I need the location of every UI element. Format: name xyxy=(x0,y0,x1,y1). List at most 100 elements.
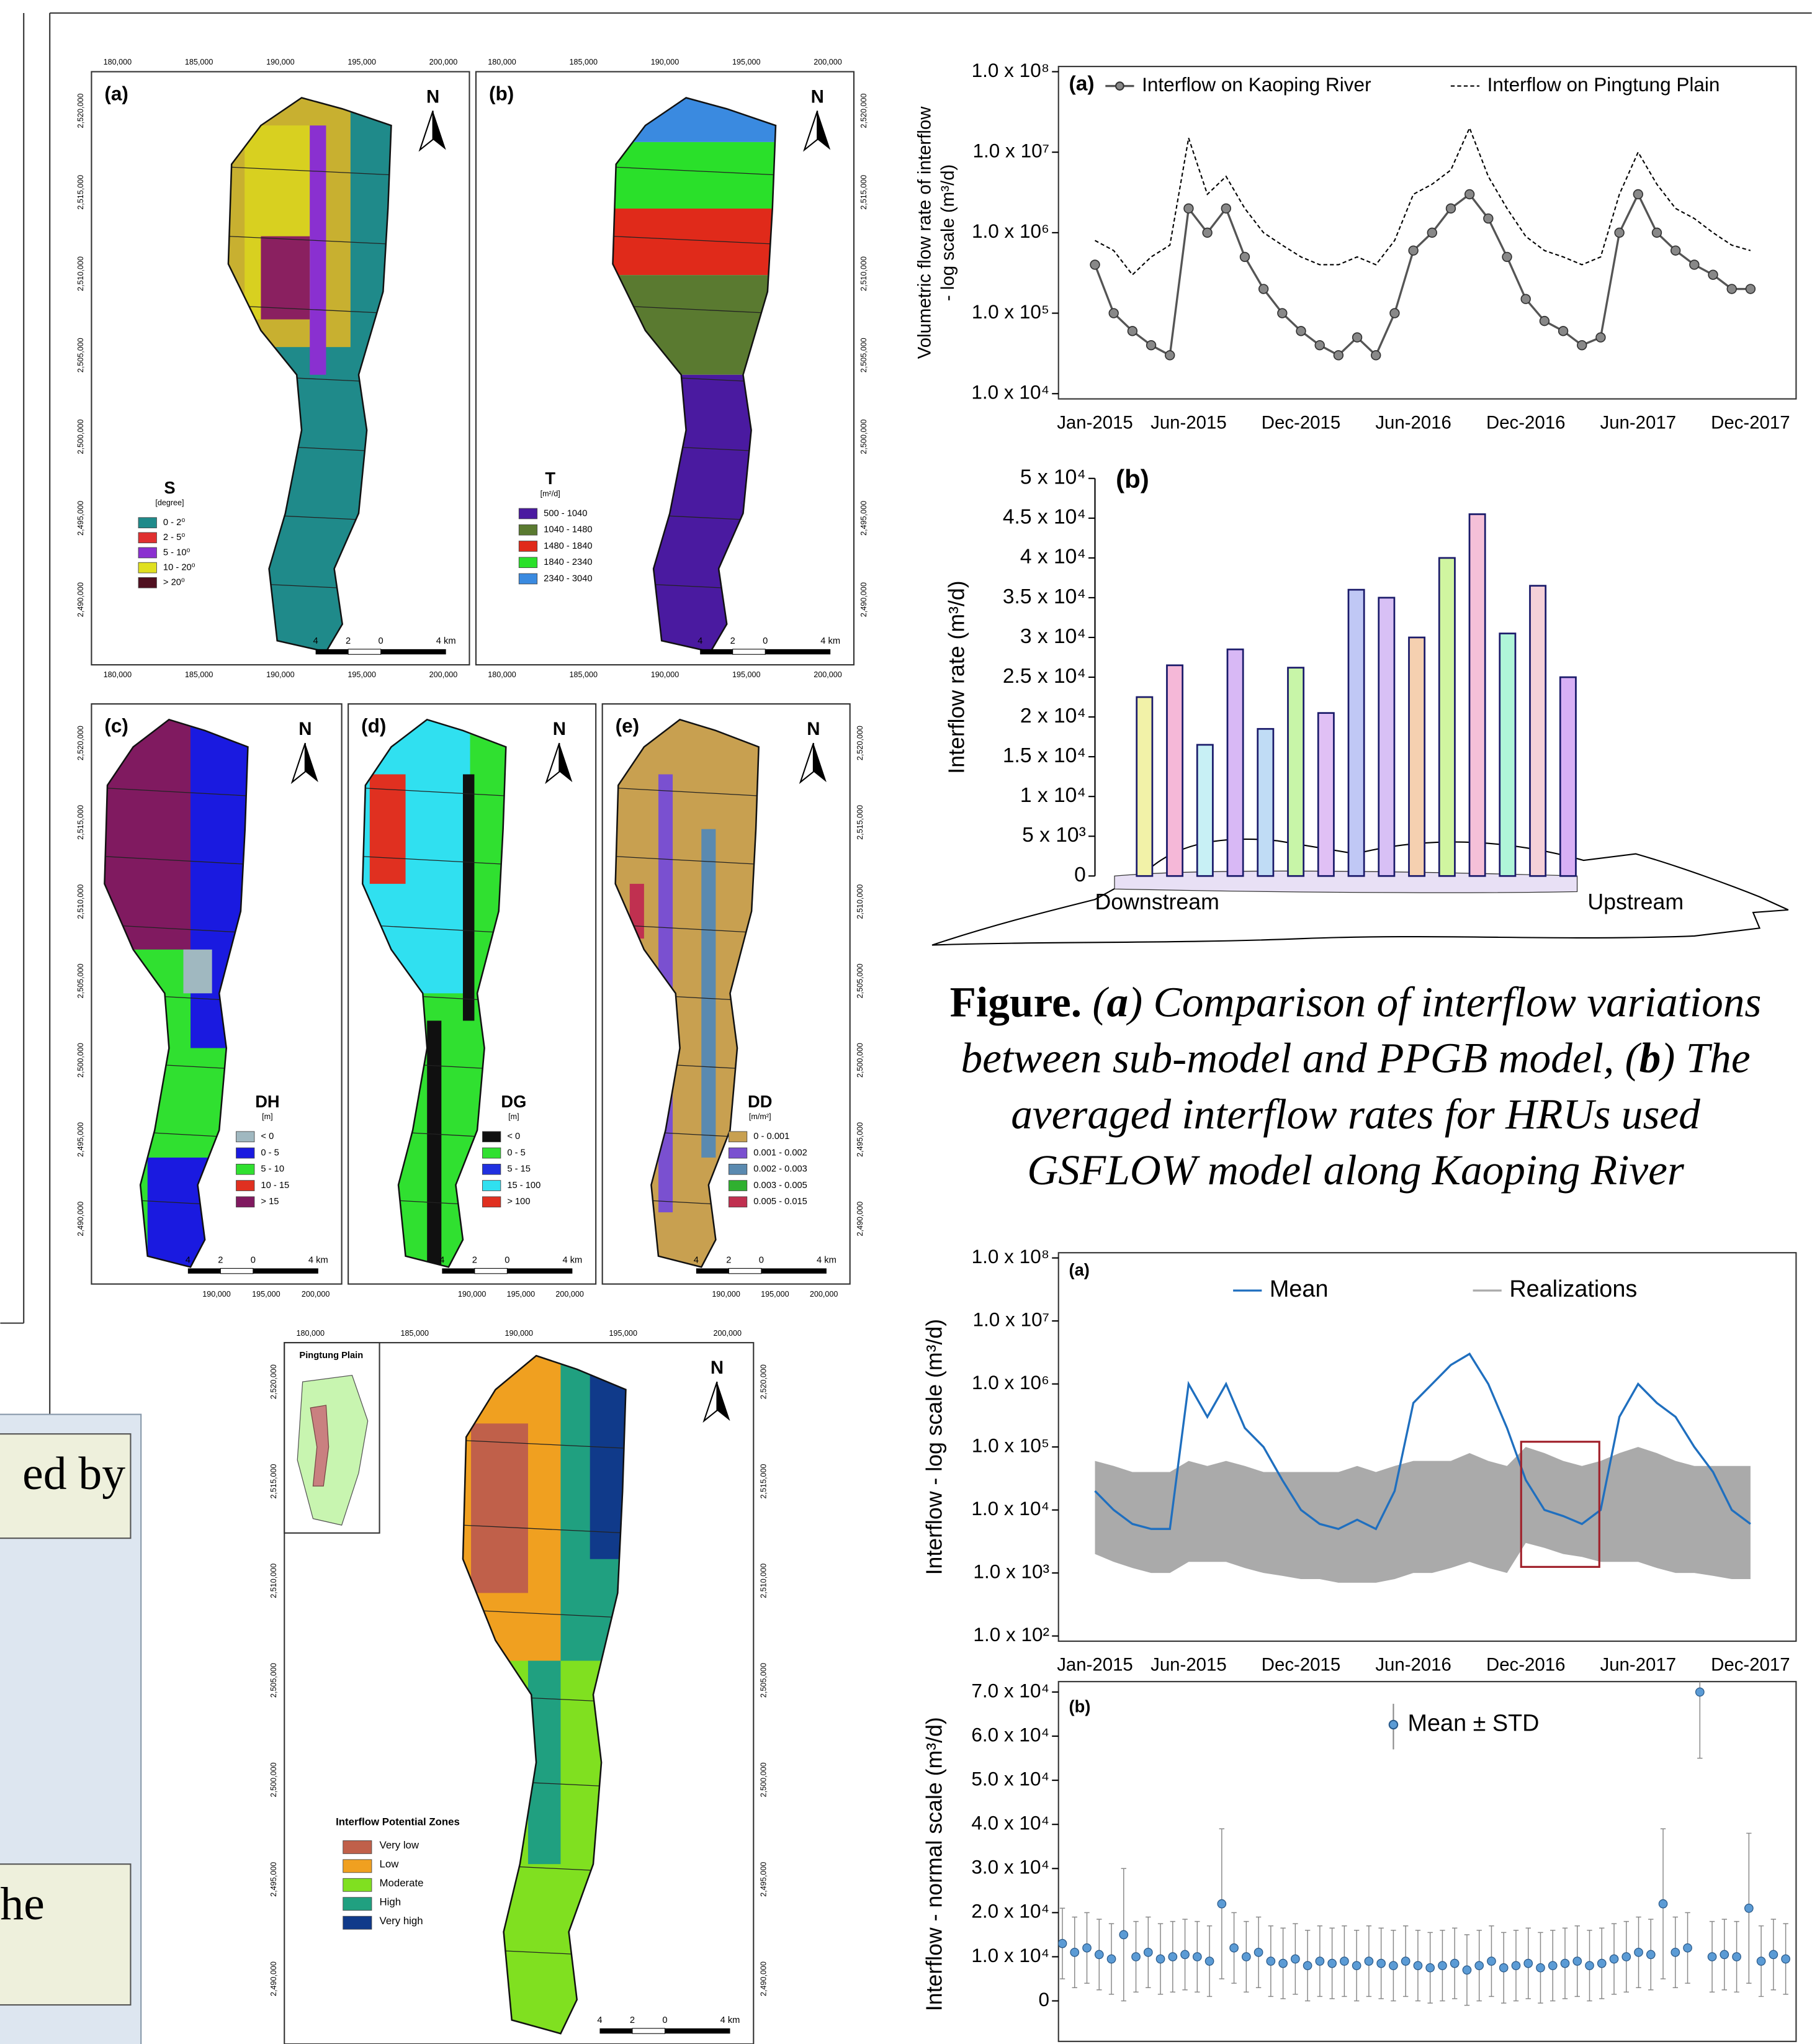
legend-swatch xyxy=(482,1163,501,1175)
map-y-label: 2,510,000 xyxy=(269,1564,278,1598)
series-line xyxy=(1094,1352,1751,1531)
x-tick-label: Jun-2017 xyxy=(1600,412,1677,433)
sub-basin-line xyxy=(615,924,759,934)
x-tick-label: Jun-2016 xyxy=(1375,1655,1451,1675)
map-zone xyxy=(471,1423,528,1593)
map-x-label: 200,000 xyxy=(302,1290,330,1299)
map-zone xyxy=(701,829,716,1158)
scale-bar xyxy=(632,2028,666,2034)
legend-label: 500 - 1040 xyxy=(544,508,587,518)
legend-swatch xyxy=(518,541,538,552)
legend-label: 1480 - 1840 xyxy=(544,541,592,551)
x-tick-label: Jun-2015 xyxy=(1150,412,1227,433)
legend-title: DD xyxy=(748,1092,772,1111)
data-point xyxy=(1671,1947,1680,1957)
map-y-label: 2,490,000 xyxy=(76,582,85,617)
y-tick-label: 7.0 x 10⁴ xyxy=(971,1679,1049,1701)
north-arrow xyxy=(305,743,318,783)
x-tick-label: Dec-2015 xyxy=(1262,1655,1340,1675)
annotation: Upstream xyxy=(1587,889,1684,914)
caption-text: ( xyxy=(1082,978,1109,1025)
legend-swatch xyxy=(138,532,157,544)
map-x-label: 180,000 xyxy=(104,670,132,679)
map-x-label: 195,000 xyxy=(732,670,761,679)
map-zone xyxy=(612,142,776,209)
legend-swatch xyxy=(518,573,538,585)
legend-label: Interflow on Pingtung Plain xyxy=(1487,73,1720,96)
y-tick-label: 3 x 10⁴ xyxy=(1020,625,1086,648)
map-y-label: 2,495,000 xyxy=(76,1122,85,1157)
x-tick-label: Jun-2017 xyxy=(1600,1655,1677,1675)
data-point xyxy=(1315,1956,1325,1966)
data-point xyxy=(1781,1954,1790,1964)
side-text: he xyxy=(0,1878,44,1930)
legend-swatch xyxy=(236,1196,255,1208)
y-tick-label: 1.5 x 10⁴ xyxy=(1003,744,1086,767)
y-tick-label: 5.0 x 10⁴ xyxy=(971,1767,1049,1790)
x-tick-label: Jan-2015 xyxy=(1057,412,1133,433)
map-y-label: 2,495,000 xyxy=(269,1862,278,1897)
north-label: N xyxy=(553,719,566,739)
legend-swatch xyxy=(518,524,538,536)
bar xyxy=(1468,513,1486,877)
caption-text: ) The xyxy=(1658,1034,1750,1082)
sub-basin-line xyxy=(104,924,248,934)
y-tick-label: 3.5 x 10⁴ xyxy=(1003,585,1086,608)
north-label: N xyxy=(298,719,312,739)
data-point xyxy=(1560,1958,1570,1968)
series-marker xyxy=(1183,203,1194,214)
map-y-label: 2,495,000 xyxy=(76,501,85,536)
map-x-label: 200,000 xyxy=(555,1290,584,1299)
map-x-label: 200,000 xyxy=(814,670,842,679)
map-y-label: 2,515,000 xyxy=(856,805,864,840)
map-x-label: 185,000 xyxy=(185,58,213,66)
legend-swatch xyxy=(728,1163,748,1175)
caption-line: Figure. (a) Comparison of interflow vari… xyxy=(950,978,1762,1025)
y-axis-label: Interflow - log scale (m³/d) xyxy=(922,1319,947,1575)
legend-label: 10 - 20⁰ xyxy=(163,562,195,572)
sub-basin-line xyxy=(228,236,392,245)
data-point xyxy=(1474,1961,1484,1971)
legend-label: 10 - 15 xyxy=(261,1181,289,1191)
y-tick-label: 2.5 x 10⁴ xyxy=(1003,665,1086,688)
map-y-label: 2,515,000 xyxy=(76,805,85,840)
map-y-label: 2,505,000 xyxy=(856,963,864,998)
map-y-label: 2,500,000 xyxy=(759,1762,768,1797)
legend-label: Very high xyxy=(380,1915,423,1927)
data-point xyxy=(1572,1956,1582,1966)
y-tick-label: 1.0 x 10⁵ xyxy=(972,300,1049,323)
data-point xyxy=(1462,1965,1472,1975)
scale-label: 4 km xyxy=(720,2015,740,2025)
data-point xyxy=(1646,1950,1656,1960)
map-x-label: 195,000 xyxy=(732,58,761,66)
sub-basin-line xyxy=(228,166,392,176)
y-tick-label: 1.0 x 10⁴ xyxy=(971,1944,1049,1966)
map-y-label: 2,520,000 xyxy=(856,726,864,760)
series-line xyxy=(1095,126,1751,276)
scale-label: 4 km xyxy=(308,1256,328,1266)
data-point xyxy=(1425,1963,1435,1973)
map-zone xyxy=(612,209,776,276)
caption-text: between sub-model and PPGB model, ( xyxy=(961,1034,1641,1082)
legend-swatch xyxy=(343,1878,372,1892)
sub-basin-line xyxy=(362,924,506,934)
legend-swatch xyxy=(728,1131,748,1143)
map-y-label: 2,515,000 xyxy=(76,175,85,210)
legend-label: 1840 - 2340 xyxy=(544,557,592,567)
scale-label: 2 xyxy=(730,636,735,646)
legend-marker xyxy=(1115,81,1124,91)
map-y-label: 2,510,000 xyxy=(856,885,864,919)
data-point xyxy=(1744,1903,1754,1913)
map-y-label: 2,520,000 xyxy=(759,1364,768,1399)
y-tick-label: 1.0 x 10⁶ xyxy=(972,220,1049,242)
legend-label: Mean xyxy=(1270,1276,1329,1302)
sub-basin-line xyxy=(228,305,392,314)
map-x-label: 195,000 xyxy=(348,58,376,66)
legend-swatch xyxy=(236,1180,255,1191)
data-point xyxy=(1266,1956,1276,1966)
map-zone xyxy=(310,125,326,375)
data-point xyxy=(1340,1956,1349,1966)
x-tick-label: Dec-2017 xyxy=(1711,1655,1790,1675)
series-marker xyxy=(1146,340,1157,351)
data-point xyxy=(1683,1943,1692,1953)
